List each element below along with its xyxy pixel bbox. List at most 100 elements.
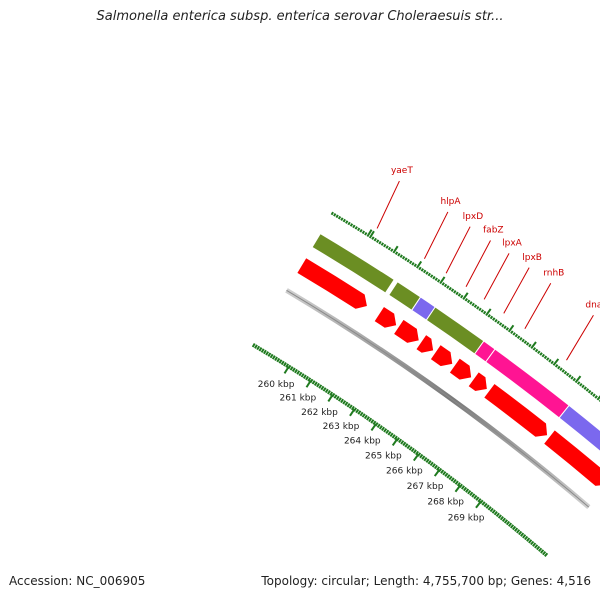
outer-tick bbox=[354, 226, 358, 230]
major-tick bbox=[413, 453, 420, 462]
cds-arrow bbox=[373, 305, 398, 329]
outer-tick bbox=[523, 340, 528, 344]
outer-tick bbox=[420, 268, 424, 272]
outer-tick bbox=[378, 240, 382, 245]
inner-tick bbox=[342, 400, 347, 405]
outer-tick bbox=[507, 324, 515, 333]
inner-tick bbox=[503, 519, 509, 524]
outer-tick bbox=[347, 221, 351, 226]
gene-leader-line bbox=[566, 315, 594, 361]
inner-tick bbox=[393, 435, 398, 441]
inner-tick bbox=[269, 353, 274, 359]
cds-arrow bbox=[415, 333, 435, 354]
scale-label: 266 kbp bbox=[386, 467, 423, 477]
outer-tick bbox=[446, 285, 450, 289]
outer-tick bbox=[514, 333, 519, 338]
outer-tick bbox=[427, 272, 431, 277]
outer-tick bbox=[592, 393, 596, 398]
inner-tick bbox=[485, 504, 490, 509]
inner-tick bbox=[433, 464, 438, 470]
inner-tick bbox=[530, 540, 535, 546]
inner-tick bbox=[524, 535, 529, 541]
outer-tick bbox=[557, 365, 561, 370]
inner-tick bbox=[333, 394, 338, 399]
major-tick bbox=[370, 423, 377, 432]
outer-tick bbox=[570, 376, 574, 380]
inner-tick bbox=[313, 381, 318, 386]
outer-tick bbox=[415, 260, 423, 269]
inner-tick bbox=[291, 367, 296, 372]
genome-backbone-core bbox=[286, 289, 590, 508]
inner-tick bbox=[491, 509, 496, 514]
inner-tick bbox=[267, 352, 272, 357]
inner-tick bbox=[442, 471, 447, 476]
outer-tick bbox=[554, 364, 559, 368]
inner-tick bbox=[520, 532, 525, 537]
outer-tick bbox=[429, 274, 434, 278]
gene-label-hlpA: hlpA bbox=[440, 197, 461, 207]
scale-label: 261 kbp bbox=[280, 394, 317, 404]
tick-layer bbox=[251, 211, 600, 557]
major-tick bbox=[475, 500, 482, 509]
inner-tick bbox=[260, 348, 265, 353]
label-layer: 260 kbp 261 kbp 262 kbp 263 kbp 264 kbp 265 k… bbox=[258, 166, 600, 523]
outer-tick bbox=[330, 211, 334, 216]
inner-tick bbox=[368, 417, 373, 423]
scale-label: 269 kbp bbox=[448, 513, 485, 523]
outer-tick bbox=[541, 353, 545, 358]
outer-tick bbox=[568, 374, 572, 378]
outer-tick bbox=[590, 391, 594, 396]
outer-tick bbox=[380, 242, 385, 246]
inner-tick bbox=[473, 494, 478, 500]
outer-tick bbox=[432, 275, 436, 280]
gene-label-dnaE: dnaE bbox=[585, 301, 600, 311]
outer-tick bbox=[516, 335, 521, 339]
outer-tick bbox=[425, 271, 429, 275]
inner-tick bbox=[340, 398, 344, 404]
outer-tick bbox=[361, 230, 366, 235]
inner-tick bbox=[344, 401, 349, 406]
outer-tick bbox=[373, 237, 377, 242]
outer-tick bbox=[422, 269, 427, 274]
outer-tick bbox=[411, 261, 415, 266]
inner-tick bbox=[254, 344, 258, 349]
inner-tick bbox=[467, 490, 472, 495]
inner-tick bbox=[346, 403, 351, 408]
gene-label-yaeT: yaeT bbox=[391, 166, 413, 176]
outer-tick bbox=[406, 258, 410, 263]
outer-tick bbox=[480, 309, 485, 313]
outer-tick bbox=[464, 297, 468, 302]
inner-tick bbox=[300, 373, 305, 378]
inner-tick bbox=[536, 545, 541, 551]
inner-tick bbox=[429, 461, 434, 467]
inner-tick bbox=[454, 480, 459, 485]
inner-tick bbox=[337, 397, 342, 402]
outer-tick bbox=[357, 227, 361, 232]
outer-tick bbox=[548, 358, 552, 363]
outer-tick bbox=[482, 310, 487, 315]
gene-label-lpxD: lpxD bbox=[463, 212, 484, 222]
outer-tick bbox=[342, 218, 346, 223]
scale-label: 260 kbp bbox=[258, 380, 295, 390]
inner-tick bbox=[419, 453, 424, 459]
inner-tick bbox=[263, 349, 267, 355]
outer-tick bbox=[455, 291, 459, 296]
outer-tick bbox=[387, 246, 392, 251]
green-segment bbox=[311, 232, 395, 294]
inner-tick bbox=[406, 444, 411, 450]
inner-tick bbox=[302, 374, 307, 379]
outer-tick bbox=[473, 304, 478, 308]
outer-tick bbox=[501, 323, 505, 328]
inner-tick bbox=[538, 547, 543, 552]
inner-tick bbox=[385, 429, 390, 435]
inner-tick bbox=[398, 438, 403, 444]
outer-tick bbox=[476, 305, 480, 310]
scale-label: 262 kbp bbox=[301, 408, 338, 418]
outer-tick bbox=[503, 325, 507, 330]
accession-value: NC_006905 bbox=[76, 574, 146, 588]
inner-tick bbox=[487, 506, 492, 511]
inner-tick bbox=[294, 368, 298, 374]
gene-leader-line bbox=[483, 253, 510, 300]
inner-tick bbox=[423, 456, 428, 462]
